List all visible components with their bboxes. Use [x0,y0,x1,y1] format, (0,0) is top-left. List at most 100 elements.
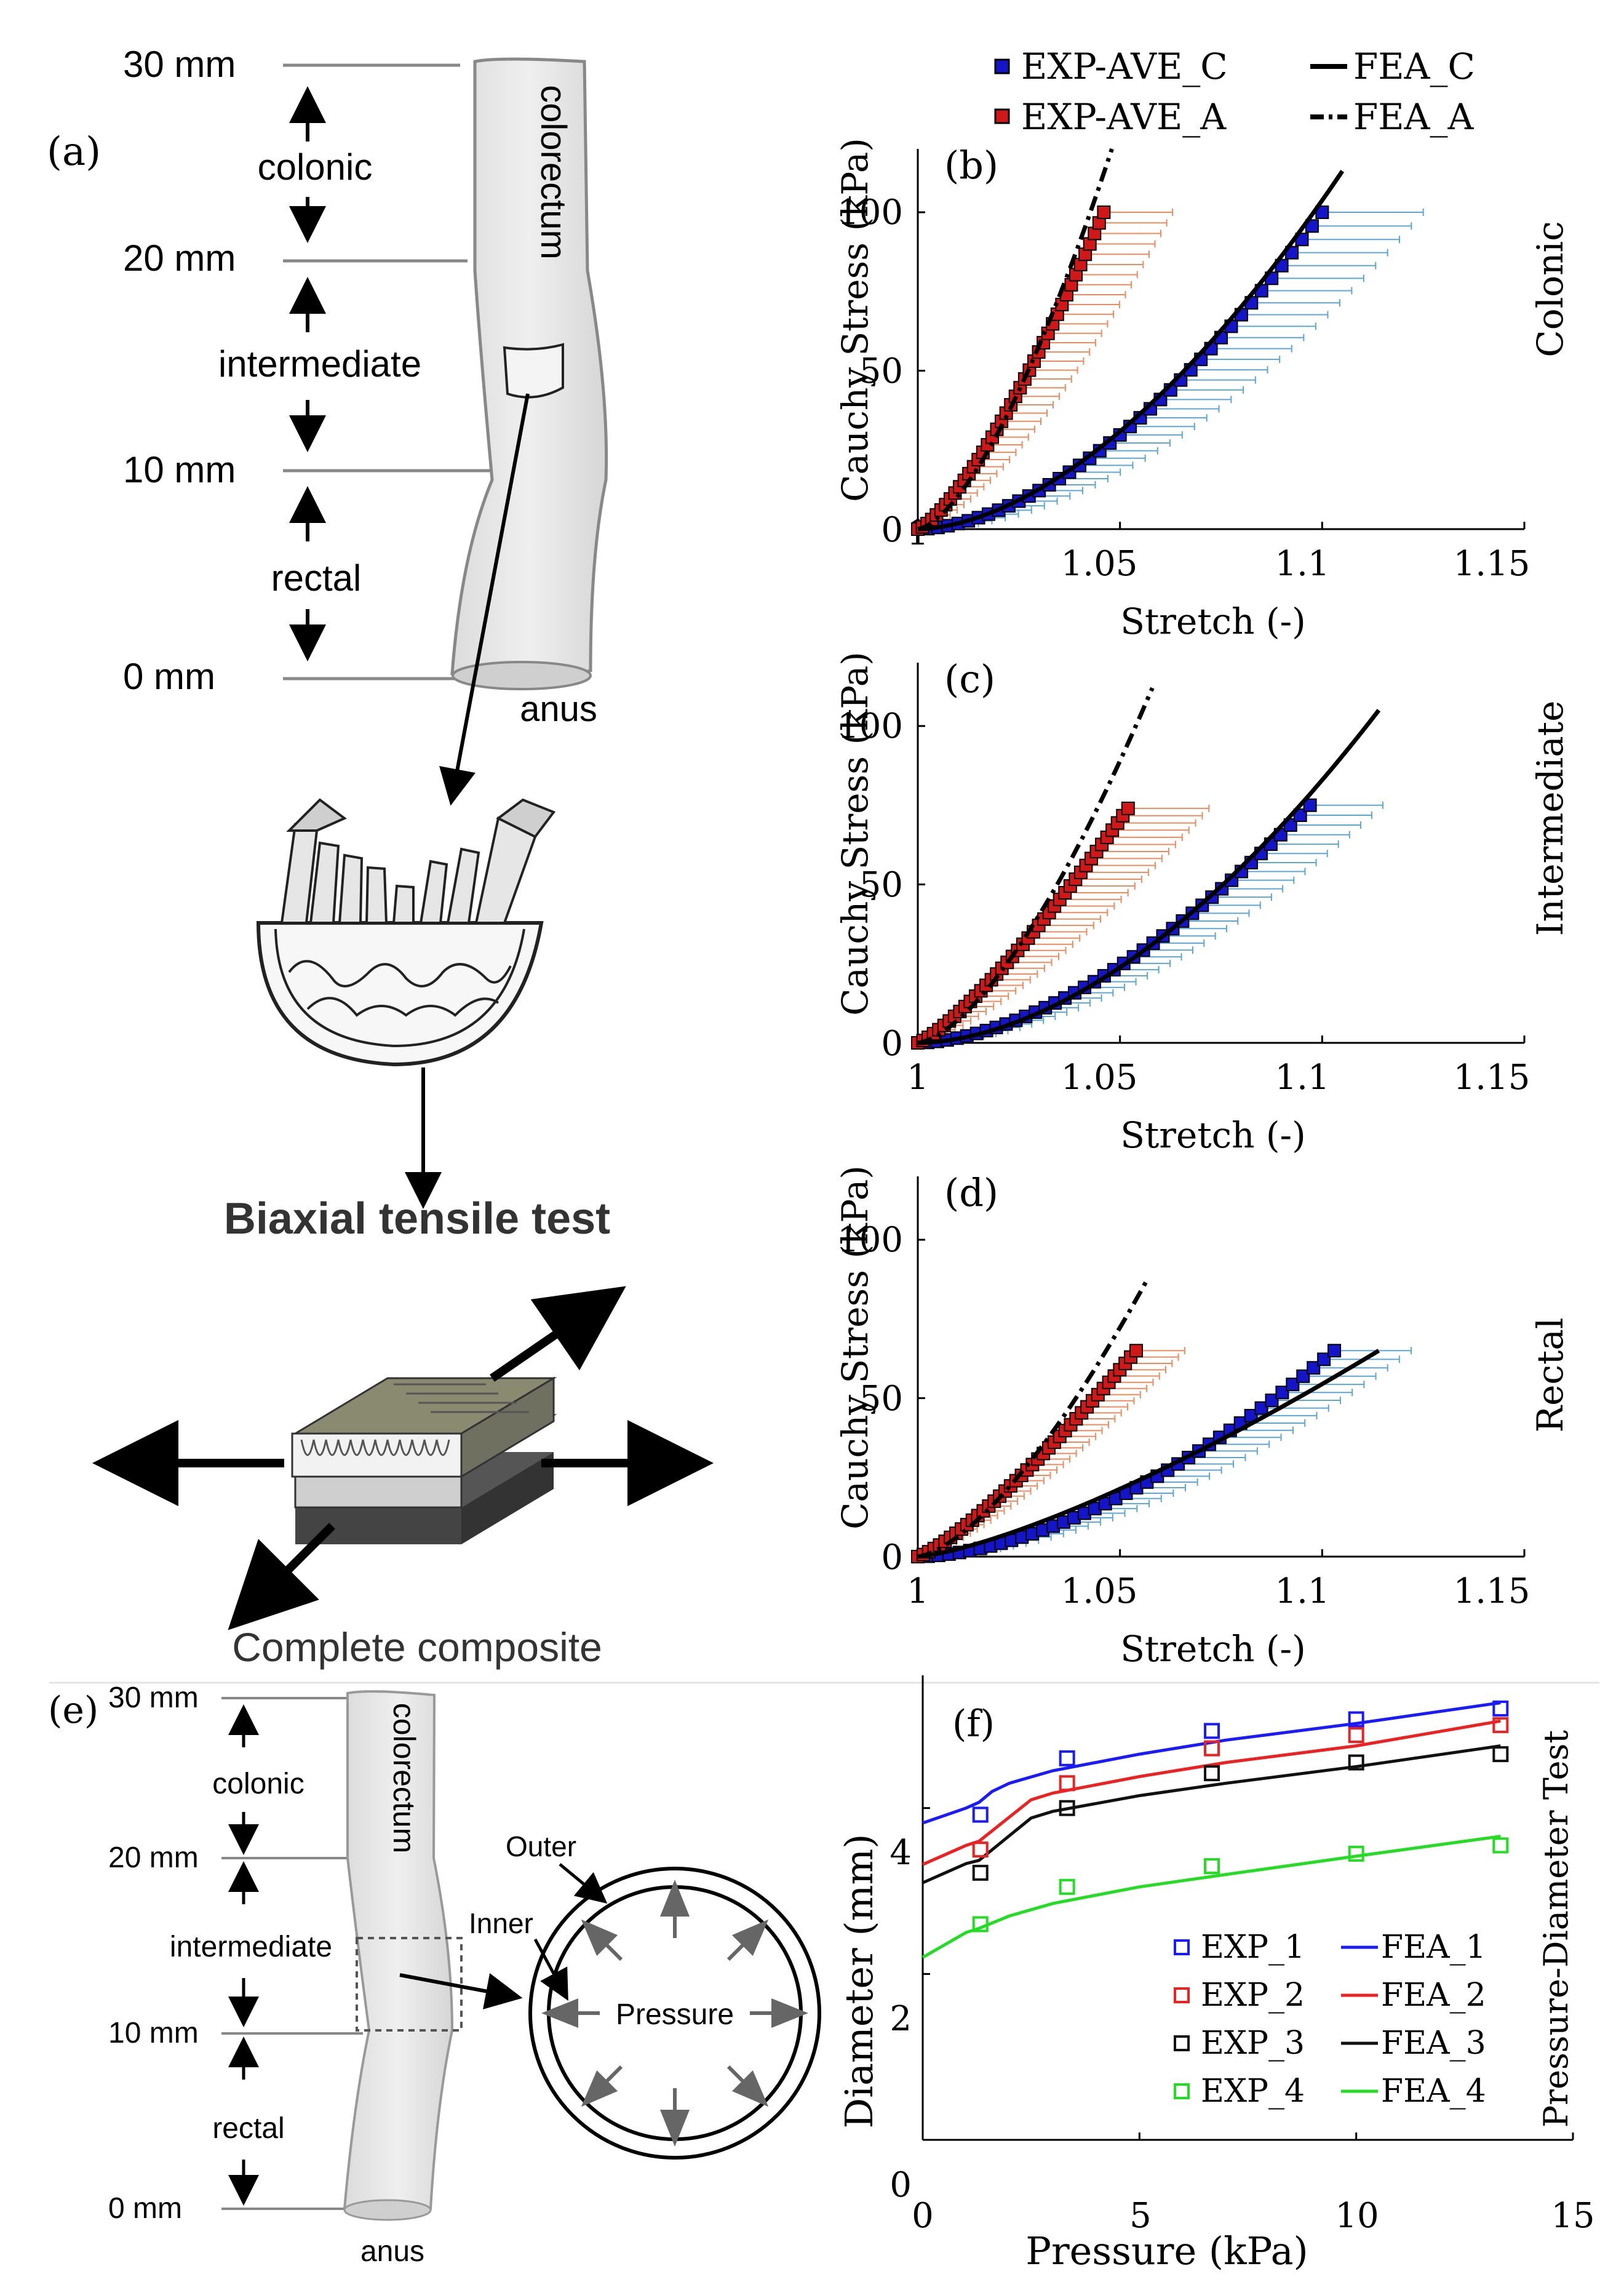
e-marker-20mm: 20 mm [108,1841,199,1874]
chart-rectal: (d) Cauchy Stress (kPa) Stretch (-) Rect… [834,1165,1571,1670]
panel-label-a: (a) [47,129,101,175]
data-point [1303,798,1317,812]
marker-20mm: 20 mm [123,237,236,279]
ytick-c-2: 100 [837,706,903,746]
data-point [1317,1352,1331,1366]
marker-0mm: 0 mm [123,656,215,697]
ytick-c-1: 50 [859,865,903,905]
series-line [917,1349,1380,1559]
legend-marker-exp-c [994,58,1010,74]
series-line [921,1744,1501,1885]
plot-area-c [911,663,1526,1050]
data-point [1059,1878,1075,1895]
tissue-cut-ring [503,343,564,399]
data-point [1492,1837,1509,1854]
data-point [972,1841,989,1858]
legend-f-exp4: EXP_4 [1201,2073,1305,2110]
e-marker-30mm: 30 mm [108,1682,199,1714]
e-marker-10mm: 10 mm [108,2017,199,2049]
ytick-d-0: 0 [881,1538,903,1578]
xtick-d-1: 1.05 [1061,1571,1138,1611]
ring-outer [528,1867,821,2160]
xtick-f-3: 15 [1551,2196,1594,2236]
legend-f-exp4-marker [1174,2083,1190,2099]
legend-f-fea1: FEA_1 [1381,1929,1486,1966]
xtick-c-1: 1.05 [1061,1058,1138,1098]
legend-f-exp1-marker [1174,1939,1190,1955]
legend-f-exp3-marker [1174,2035,1190,2051]
data-point [1327,1344,1342,1358]
marker-10mm: 10 mm [123,449,236,490]
ytick-b-1: 50 [859,351,903,391]
marker-30mm: 30 mm [123,44,236,85]
legend-top: EXP-AVE_C EXP-AVE_A FEA_C FEA_A [994,46,1475,138]
xtick-f-1: 5 [1129,2196,1152,2236]
xtick-f-2: 10 [1335,2196,1379,2236]
ytick-b-2: 100 [837,193,903,233]
xtick-b-1: 1.05 [1061,544,1138,584]
legend-f-exp2-marker [1174,1987,1190,2003]
series-line [917,170,1345,532]
composite-block-illustration [92,1286,714,1630]
data-point [1275,1386,1289,1400]
panel-label-e: (e) [48,1689,98,1732]
xtick-d-2: 1.1 [1275,1571,1329,1611]
series-line [917,687,1155,1045]
ylabel-f: Diameter (mm) [837,1834,882,2129]
cross-section-illustration [256,798,556,1067]
ylabel-b: Cauchy Stress (kPa) [834,138,876,502]
legend-f-exp2: EXP_2 [1201,1977,1305,2014]
xtick-d-0: 1 [907,1571,929,1611]
data-point [1348,1727,1364,1744]
anus-label-a: anus [520,689,597,729]
panel-label-d: (d) [944,1170,998,1215]
data-point [972,1806,989,1823]
chart-pressure-diameter: (f) Diameter (mm) Pressure (kPa) Pressur… [837,1675,1595,2273]
pressure-label: Pressure [616,1998,734,2031]
xlabel-d: Stretch (-) [1120,1628,1306,1670]
outer-label: Outer [506,1830,576,1862]
region-intermediate: intermediate [218,343,421,385]
panel-e-schematic: (e) 30 mm 20 mm 10 mm 0 mm colonic inter… [48,1682,821,2268]
data-point [1059,1775,1075,1792]
data-point [1121,801,1135,815]
legend-fea-a: FEA_A [1353,96,1474,138]
series-line [922,1701,1501,1825]
plot-area-f [921,1675,1574,2141]
data-point [1254,1401,1268,1415]
panel-label-c: (c) [944,656,995,701]
xlabel-f: Pressure (kPa) [1025,2228,1308,2273]
inner-label: Inner [469,1907,533,1939]
e-region-rectal: rectal [212,2112,284,2145]
side-label-pd: Pressure-Diameter Test [1537,1730,1575,2128]
plot-area-b [911,148,1526,536]
panel-label-f: (f) [952,1702,995,1745]
data-point [972,1916,989,1933]
composite-label: Complete composite [232,1624,602,1670]
data-point [1204,1765,1220,1782]
xtick-f-0: 0 [912,2196,934,2236]
data-point [1059,1800,1075,1816]
e-region-intermediate: intermediate [170,1931,332,1963]
legend-f-fea3: FEA_3 [1381,2025,1486,2062]
legend-f-fea2: FEA_2 [1381,1977,1486,2014]
ytick-f-1: 2 [890,1999,912,2039]
legend-f-exp3: EXP_3 [1201,2025,1305,2062]
data-point [1492,1700,1509,1717]
data-point [1129,1344,1143,1358]
data-point [1204,1740,1220,1757]
legend-fea-c: FEA_C [1353,46,1475,87]
data-point [1204,1858,1220,1875]
xtick-d-3: 1.15 [1454,1571,1530,1611]
series-line [921,1835,1501,1959]
anus-opening [452,661,592,690]
xtick-c-2: 1.1 [1275,1058,1329,1098]
data-point [1059,1750,1075,1766]
data-point [1204,1723,1220,1739]
ylabel-d: Cauchy Stress (kPa) [834,1165,876,1530]
ytick-c-0: 0 [881,1024,903,1064]
data-point [972,1864,989,1881]
panel-a-schematic: (a) 30 mm 20 mm 10 mm 0 mm colonic inter… [47,44,714,1670]
e-selection-box [356,1937,463,2032]
e-region-colonic: colonic [212,1768,304,1800]
